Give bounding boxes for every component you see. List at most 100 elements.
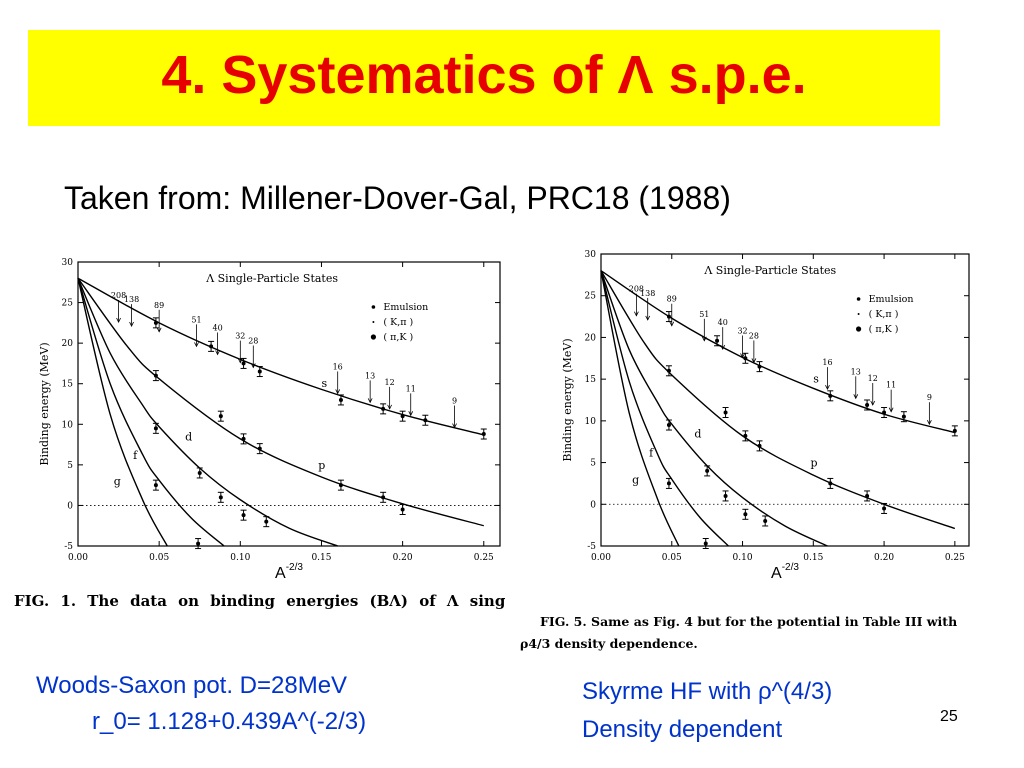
- data-point: [666, 481, 671, 486]
- legend-marker: [857, 313, 860, 315]
- y-tick-label: 20: [62, 339, 74, 349]
- mass-number-label: 89: [667, 295, 677, 304]
- series-curve-g: [77, 278, 168, 547]
- mass-number-label: 32: [235, 332, 245, 341]
- data-point: [153, 426, 158, 431]
- mass-arrowhead: [927, 420, 932, 426]
- mass-arrowhead: [367, 398, 373, 404]
- mass-arrowhead: [237, 358, 243, 364]
- x-tick-label: 0.00: [591, 553, 611, 563]
- y-tick-label: 10: [585, 417, 597, 427]
- data-point: [257, 369, 262, 374]
- data-point: [400, 414, 405, 419]
- caption-fig1: FIG. 1. The data on binding energies (BΛ…: [14, 592, 506, 610]
- legend-marker: [372, 321, 375, 323]
- mass-number-label: 13: [365, 371, 375, 380]
- x-tick-label: 0.20: [393, 553, 413, 563]
- data-point: [481, 432, 486, 437]
- mass-number-label: 32: [737, 326, 747, 335]
- curve-label-d: d: [694, 428, 701, 441]
- mass-number-label: 12: [868, 374, 878, 383]
- y-tick-label: 25: [585, 292, 597, 302]
- plot-frame: [600, 253, 970, 547]
- series-curve-f: [600, 270, 729, 547]
- mass-arrowhead: [194, 342, 199, 348]
- mass-number-label: 40: [718, 318, 728, 327]
- mass-arrowhead: [751, 358, 757, 364]
- legend-entry: ( K,π ): [383, 317, 413, 328]
- series-curve-d: [77, 277, 338, 547]
- series-curve-d: [600, 270, 828, 547]
- x-axis-label: A-2/3: [771, 562, 799, 580]
- mass-arrowhead: [116, 317, 121, 323]
- series-curve-g: [600, 270, 680, 547]
- x-tick-label: 0.15: [311, 553, 331, 563]
- legend-marker: [856, 326, 862, 332]
- mass-number-label: 13: [851, 367, 861, 376]
- mass-arrowhead: [853, 394, 859, 400]
- mass-number-label: 208: [111, 291, 126, 300]
- data-point: [153, 320, 158, 325]
- data-point: [338, 483, 343, 488]
- data-point: [723, 493, 728, 498]
- mass-arrowhead: [701, 336, 707, 342]
- mass-arrowhead: [669, 321, 675, 327]
- data-point: [666, 314, 671, 319]
- legend-entry: ( π,K ): [869, 324, 899, 335]
- data-point: [257, 446, 262, 451]
- x-tick-label: 0.00: [68, 553, 88, 563]
- density-dependent-note: Density dependent: [582, 716, 783, 743]
- page-number: 25: [940, 708, 958, 725]
- data-point: [218, 495, 223, 500]
- mass-number-label: 51: [699, 310, 709, 319]
- data-point: [882, 506, 887, 511]
- mass-number-label: 208: [629, 285, 644, 294]
- title-banner: 4. Systematics of Λ s.p.e.: [28, 30, 940, 126]
- y-tick-label: 5: [590, 459, 596, 469]
- mass-arrowhead: [408, 411, 414, 417]
- mass-arrowhead: [825, 384, 830, 391]
- x-tick-label: 0.10: [230, 553, 250, 563]
- data-point: [743, 433, 748, 438]
- slide-title: 4. Systematics of Λ s.p.e.: [161, 45, 807, 105]
- curve-label-s: s: [813, 372, 819, 385]
- mass-number-label: 138: [640, 289, 655, 298]
- mass-arrowhead: [215, 350, 220, 356]
- curve-label-f: f: [133, 449, 138, 462]
- mass-arrowhead: [870, 400, 876, 406]
- y-tick-label: 0: [67, 501, 73, 511]
- data-point: [743, 512, 748, 517]
- chart-left-svg: -5 0 5 10 15 20 25 30 0.00 0.05 0.10 0.15 0.20 0.25 Bi…: [38, 258, 501, 582]
- mass-number-label: 138: [124, 295, 139, 304]
- mass-arrowhead: [335, 389, 341, 395]
- mass-arrowhead: [387, 404, 392, 410]
- data-point: [703, 541, 708, 546]
- x-tick-label: 0.15: [803, 553, 823, 563]
- data-point: [381, 495, 386, 500]
- data-point: [666, 423, 671, 428]
- skyrme-note: Skyrme HF with ρ^(4/3): [582, 678, 833, 705]
- data-point: [153, 373, 158, 378]
- y-tick-label: 20: [585, 333, 597, 343]
- data-point: [196, 541, 201, 546]
- legend-marker: [371, 305, 376, 309]
- legend-entry: ( π,K ): [383, 332, 413, 343]
- mass-arrowhead: [740, 353, 745, 359]
- curve-label-s: s: [321, 377, 327, 390]
- curve-label-f: f: [649, 447, 654, 460]
- x-axis-exponent: -2/3: [286, 562, 304, 573]
- x-tick-label: 0.05: [149, 553, 169, 563]
- series-curve-f: [77, 278, 225, 547]
- mass-arrowhead: [250, 363, 256, 369]
- data-point: [763, 518, 768, 523]
- data-point: [241, 513, 246, 518]
- x-tick-label: 0.05: [662, 553, 682, 563]
- chart-title: Λ Single-Particle States: [205, 272, 338, 285]
- mass-number-label: 11: [406, 384, 416, 393]
- chart-right-svg: -5 0 5 10 15 20 25 30 0.00 0.05 0.10 0.15 0.20 0.25 Bi…: [561, 250, 970, 582]
- mass-number-label: 28: [749, 331, 759, 340]
- data-point: [338, 397, 343, 402]
- data-point: [828, 393, 833, 398]
- legend-entry: ( K,π ): [869, 309, 899, 320]
- data-point: [209, 344, 214, 349]
